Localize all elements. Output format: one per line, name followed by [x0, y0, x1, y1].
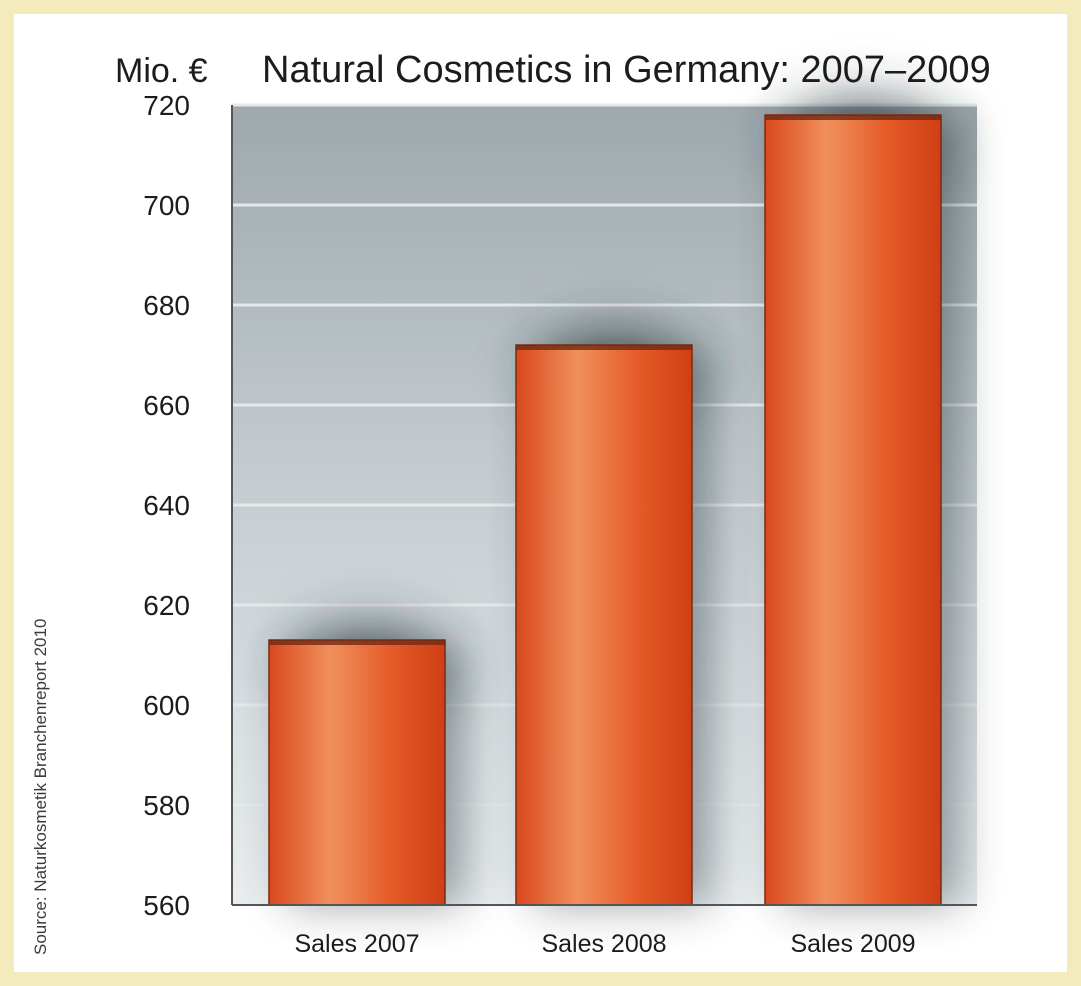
x-tick-label: Sales 2009 — [790, 930, 915, 958]
y-tick-label: 720 — [143, 90, 190, 121]
bar-top-edge — [765, 115, 941, 120]
y-tick-labels: 560 580 600 620 640 660 680 700 720 — [143, 90, 190, 921]
y-tick-label: 620 — [143, 590, 190, 621]
y-tick-label: 560 — [143, 890, 190, 921]
chart-title: Natural Cosmetics in Germany: 2007–2009 — [262, 49, 991, 91]
bar-top-edge — [269, 640, 445, 645]
y-tick-label: 600 — [143, 690, 190, 721]
y-tick-label: 700 — [143, 190, 190, 221]
x-tick-labels: Sales 2007 Sales 2008 Sales 2009 — [294, 930, 915, 958]
bar-sales-2009 — [764, 114, 942, 906]
x-tick-label: Sales 2008 — [541, 930, 666, 958]
bar-sales-2008 — [515, 344, 693, 906]
y-tick-label: 580 — [143, 790, 190, 821]
y-tick-label: 660 — [143, 390, 190, 421]
y-axis-unit: Mio. € — [115, 52, 208, 90]
bars — [268, 114, 942, 906]
source-note: Source: Naturkosmetik Branchenreport 201… — [31, 619, 50, 955]
y-tick-label: 680 — [143, 290, 190, 321]
y-tick-label: 640 — [143, 490, 190, 521]
bar-sales-2007 — [268, 639, 446, 906]
bar-top-edge — [516, 345, 692, 350]
x-tick-label: Sales 2007 — [294, 930, 419, 958]
